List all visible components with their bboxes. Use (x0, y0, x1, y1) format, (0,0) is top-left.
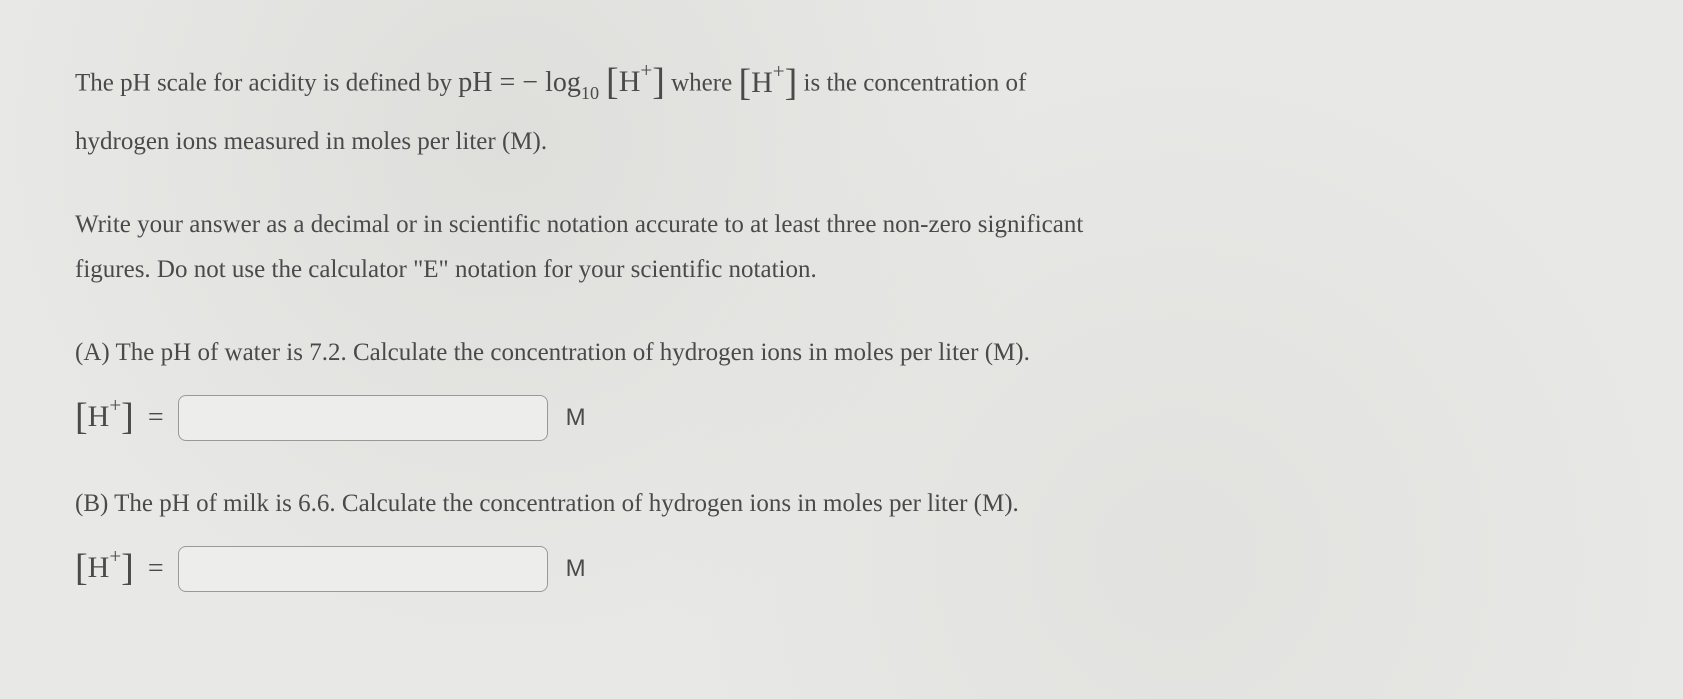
intro-paragraph: The pH scale for acidity is defined by p… (75, 50, 1608, 164)
part-b-question: (B) The pH of milk is 6.6. Calculate the… (75, 481, 1608, 526)
intro-text-2: scale for acidity is defined by (151, 70, 459, 97)
intro-line2: hydrogen ions measured in moles per lite… (75, 128, 547, 155)
part-a-label: (A) The (75, 339, 161, 366)
part-a-input[interactable] (178, 395, 548, 441)
formula-log: log (545, 67, 581, 98)
part-b-text: of milk is 6.6. Calculate the concentrat… (190, 490, 1019, 517)
formula-lhs: pH (458, 67, 492, 98)
formula-log-base: 10 (581, 83, 599, 103)
part-a-question: (A) The pH of water is 7.2. Calculate th… (75, 330, 1608, 375)
bracket-h-plus-b: [H+] (75, 547, 134, 592)
part-b-input[interactable] (178, 546, 548, 592)
ph-symbol-1: pH (120, 70, 151, 97)
equals-b: = (148, 553, 164, 585)
part-b-unit: M (566, 555, 586, 583)
intro-where: where (665, 70, 739, 97)
formula-minus: − (522, 67, 545, 98)
ph-symbol-b: pH (159, 490, 190, 517)
intro-text-3: is the concentration of (797, 70, 1026, 97)
part-a-unit: M (566, 404, 586, 432)
ph-symbol-a: pH (161, 339, 192, 366)
part-a-text: of water is 7.2. Calculate the concentra… (191, 339, 1030, 366)
formula-expression: pH = − log10 [H+] (458, 67, 665, 98)
bracket-h-plus-2: [H+] (738, 51, 797, 119)
instructions-paragraph: Write your answer as a decimal or in sci… (75, 202, 1608, 292)
instructions-line2: figures. Do not use the calculator "E" n… (75, 256, 817, 283)
part-a-answer-row: [H+] = M (75, 395, 1608, 441)
intro-text-1: The (75, 70, 120, 97)
bracket-h-plus-1: [H+] (606, 50, 665, 118)
part-b-answer-row: [H+] = M (75, 546, 1608, 592)
instructions-line1: Write your answer as a decimal or in sci… (75, 211, 1083, 238)
bracket-h-plus-a: [H+] (75, 396, 134, 441)
formula-equals: = (492, 67, 522, 98)
part-b-label: (B) The (75, 490, 159, 517)
equals-a: = (148, 402, 164, 434)
